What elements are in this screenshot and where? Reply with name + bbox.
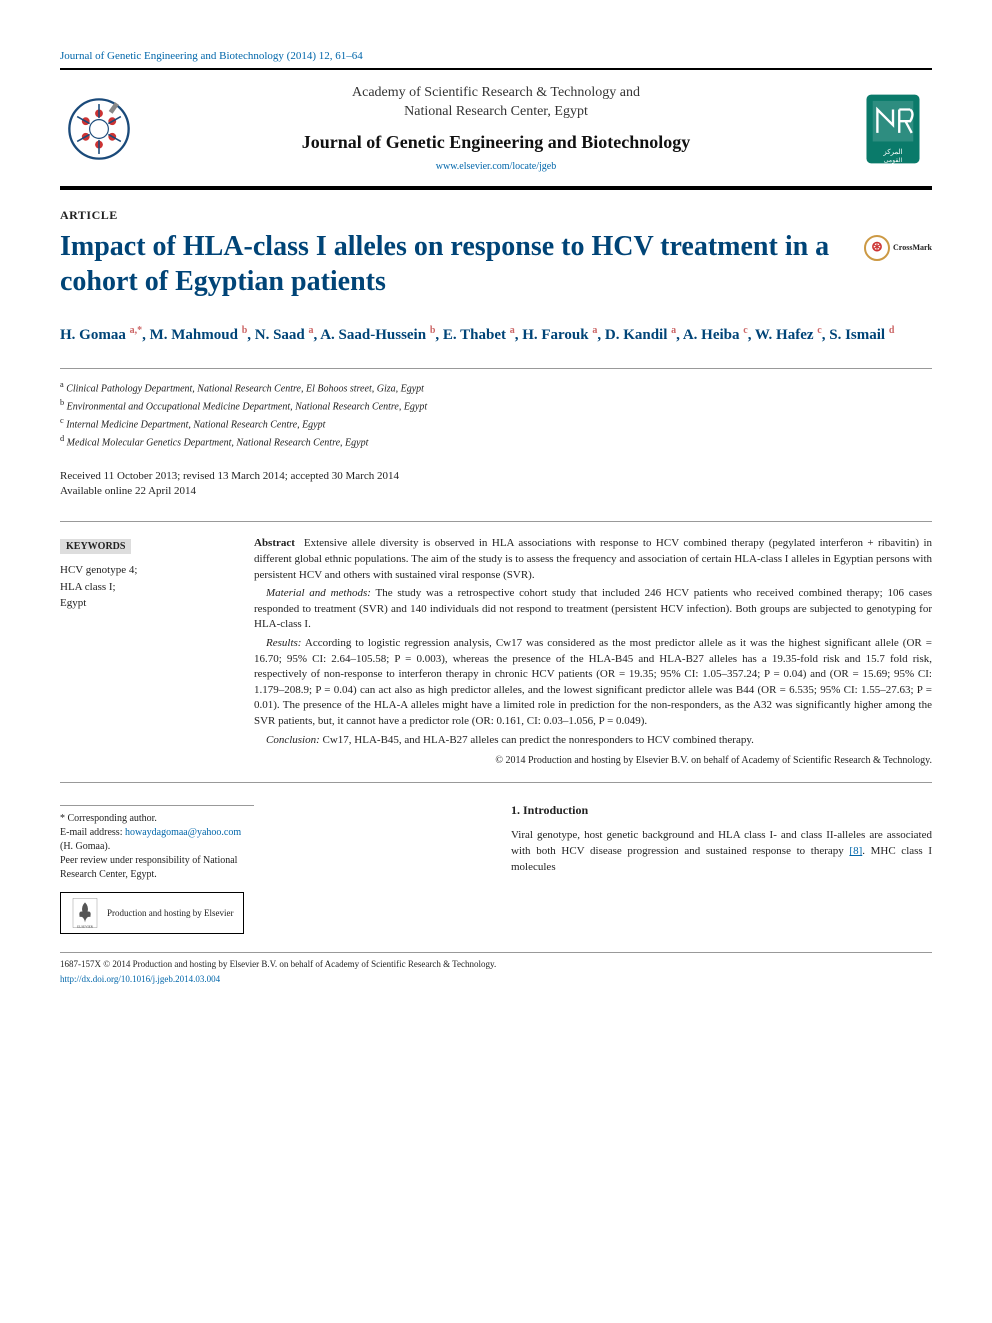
crossmark-label: CrossMark	[893, 243, 932, 252]
abstract-conclusion: Cw17, HLA-B45, and HLA-B27 alleles can p…	[323, 734, 754, 746]
academy-name-line1: Academy of Scientific Research & Technol…	[156, 84, 836, 103]
abstract-copyright: © 2014 Production and hosting by Elsevie…	[254, 754, 932, 768]
svg-text:ELSEVIER: ELSEVIER	[77, 925, 93, 929]
keywords-list: HCV genotype 4;HLA class I;Egypt	[60, 562, 230, 612]
abstract-methods-label: Material and methods:	[266, 587, 371, 599]
abstract-label: Abstract	[254, 537, 295, 549]
email-link[interactable]: howaydagomaa@yahoo.com	[125, 827, 241, 838]
author-rule	[60, 368, 932, 369]
email-label: E-mail address:	[60, 827, 122, 838]
bottom-rule: 1687-157X © 2014 Production and hosting …	[60, 952, 932, 987]
abstract-results-label: Results:	[266, 637, 301, 649]
intro-heading: 1. Introduction	[511, 803, 932, 818]
journal-url-link[interactable]: www.elsevier.com/locate/jgeb	[436, 161, 556, 172]
dates-received: Received 11 October 2013; revised 13 Mar…	[60, 469, 932, 484]
journal-name: Journal of Genetic Engineering and Biote…	[156, 132, 836, 153]
journal-header: Academy of Scientific Research & Technol…	[60, 84, 932, 174]
article-dates: Received 11 October 2013; revised 13 Mar…	[60, 469, 932, 500]
dates-online: Available online 22 April 2014	[60, 484, 932, 499]
crossmark-icon: ⊛	[864, 235, 890, 261]
academy-name-line2: National Research Center, Egypt	[156, 103, 836, 122]
issn-line: 1687-157X © 2014 Production and hosting …	[60, 959, 932, 969]
top-rule	[60, 68, 932, 70]
crossmark-badge[interactable]: ⊛ CrossMark	[864, 235, 932, 261]
production-box: ELSEVIER Production and hosting by Elsev…	[60, 892, 244, 934]
elsevier-tree-icon: ELSEVIER	[71, 897, 99, 929]
article-type-label: ARTICLE	[60, 208, 932, 223]
abstract-conclusion-label: Conclusion:	[266, 734, 320, 746]
corresponding-author: * Corresponding author.	[60, 812, 254, 826]
abstract-intro: Extensive allele diversity is observed i…	[254, 537, 932, 580]
journal-reference: Journal of Genetic Engineering and Biote…	[60, 50, 932, 62]
production-text: Production and hosting by Elsevier	[107, 907, 233, 920]
email-name: (H. Gomaa).	[60, 841, 110, 852]
peer-review-note: Peer review under responsibility of Nati…	[60, 854, 254, 882]
abstract-results: According to logistic regression analysi…	[254, 637, 932, 727]
authors-list: H. Gomaa a,*, M. Mahmoud b, N. Saad a, A…	[60, 323, 932, 347]
article-title: Impact of HLA-class I alleles on respons…	[60, 229, 850, 299]
keywords-heading: KEYWORDS	[60, 539, 131, 554]
abstract-block: Abstract Extensive allele diversity is o…	[254, 536, 932, 768]
keywords-block: KEYWORDS HCV genotype 4;HLA class I;Egyp…	[60, 536, 230, 768]
academy-logo-icon	[60, 90, 138, 168]
doi-link[interactable]: http://dx.doi.org/10.1016/j.jgeb.2014.03…	[60, 974, 220, 984]
svg-text:القومى: القومى	[884, 157, 903, 164]
intro-text: Viral genotype, host genetic background …	[511, 828, 932, 875]
intro-paragraph: Viral genotype, host genetic background …	[511, 829, 932, 872]
thick-rule	[60, 186, 932, 190]
affiliations: a Clinical Pathology Department, Nationa…	[60, 379, 932, 450]
corresponding-footer: * Corresponding author. E-mail address: …	[60, 805, 254, 934]
nrc-logo-icon: المركز القومى	[854, 90, 932, 168]
svg-text:المركز: المركز	[882, 148, 902, 156]
